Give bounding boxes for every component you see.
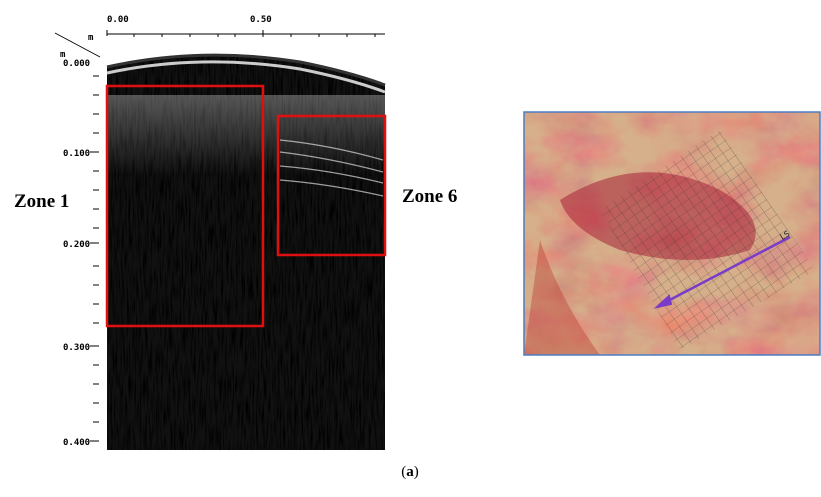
- cave-photo: LS: [524, 112, 820, 355]
- left-tick-label: 0.200: [63, 240, 90, 250]
- left-tick-label: 0.100: [63, 149, 90, 159]
- zone-label: Zone 6: [402, 186, 457, 207]
- top-axis-unit: m: [88, 33, 94, 43]
- figure: 0.00 0.50 m m 0.000 0.100 0.200 0.300 0.…: [0, 0, 821, 497]
- left-axis-ticks: [93, 76, 99, 422]
- left-tick-label: 0.400: [63, 438, 90, 448]
- caption: (a): [401, 464, 419, 480]
- left-axis-major-ticks: [90, 152, 99, 441]
- top-tick-label: 0.00: [107, 15, 129, 25]
- top-tick-label: 0.50: [250, 15, 272, 25]
- left-tick-label: 0.300: [63, 343, 90, 353]
- left-tick-label: 0.000: [63, 59, 90, 69]
- radargram: [107, 30, 385, 450]
- zone-label: Zone 1: [14, 191, 69, 212]
